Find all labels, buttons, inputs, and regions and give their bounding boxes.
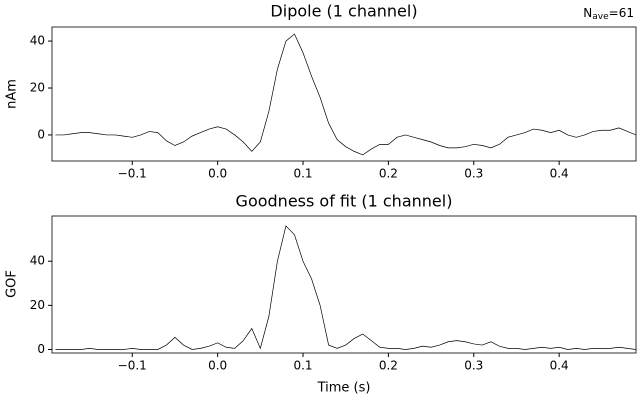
line-series bbox=[55, 225, 637, 350]
x-tick-label: 0.0 bbox=[208, 167, 227, 181]
annotation-sub: ave bbox=[592, 12, 609, 22]
x-tick-label: 0.4 bbox=[550, 359, 569, 373]
y-tick-label: 40 bbox=[30, 254, 45, 268]
y-axis-label: GOF bbox=[5, 270, 20, 298]
line-series bbox=[55, 33, 637, 156]
axes-frame bbox=[51, 215, 637, 354]
axes-frame bbox=[51, 26, 637, 162]
y-tick-label: 20 bbox=[30, 298, 45, 312]
x-tick-label: 0.1 bbox=[293, 359, 312, 373]
y-tick-label: 0 bbox=[37, 127, 45, 141]
annotation-base: N bbox=[583, 6, 592, 20]
x-tick-label: −0.1 bbox=[118, 359, 147, 373]
y-tick-label: 20 bbox=[30, 81, 45, 95]
x-tick-label: 0.2 bbox=[379, 167, 398, 181]
x-axis-label: Time (s) bbox=[317, 381, 371, 396]
annotation: Nave=61 bbox=[583, 6, 634, 22]
x-tick-label: 0.1 bbox=[293, 167, 312, 181]
y-tick-label: 0 bbox=[37, 342, 45, 356]
chart-title: Goodness of fit (1 channel) bbox=[236, 192, 453, 211]
x-tick-label: −0.1 bbox=[118, 167, 147, 181]
x-tick-label: 0.2 bbox=[379, 359, 398, 373]
y-tick-label: 40 bbox=[30, 34, 45, 48]
annotation-rest: =61 bbox=[609, 6, 634, 20]
x-tick-label: 0.4 bbox=[550, 167, 569, 181]
y-axis-label: nAm bbox=[5, 79, 20, 109]
x-tick-label: 0.3 bbox=[464, 167, 483, 181]
chart-title: Dipole (1 channel) bbox=[270, 2, 417, 21]
x-tick-label: 0.3 bbox=[464, 359, 483, 373]
x-tick-label: 0.0 bbox=[208, 359, 227, 373]
